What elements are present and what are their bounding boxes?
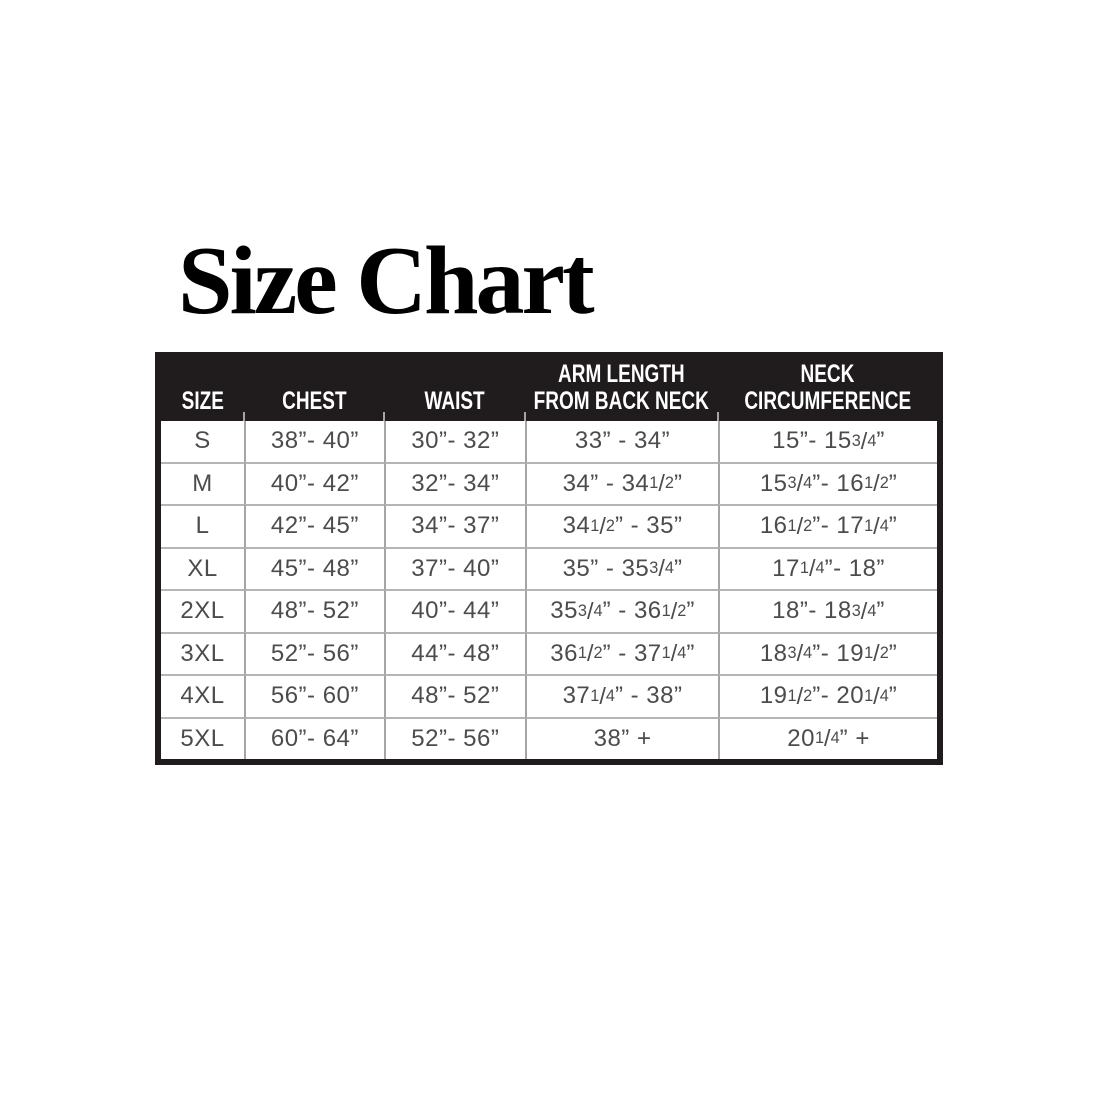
cell-neck-circumference: 17 1/4 ”- 18” [718, 546, 937, 589]
header-neck-line1: NECK [800, 360, 855, 388]
cell-arm-length: 34” - 34 1/2” [524, 461, 719, 504]
cell-waist: 52”- 56” [383, 716, 525, 759]
cell-size: 3XL [161, 631, 245, 675]
cell-chest: 38”- 40” [244, 421, 384, 462]
cell-neck-circumference: 18 3/4 ”- 19 1/2” [718, 631, 937, 674]
table-row: 5XL 60”- 64” 52”- 56” 38” +20 1/4” + [161, 716, 937, 760]
cell-waist: 48”- 52” [383, 674, 525, 717]
cell-size: S [194, 427, 211, 455]
cell-neck-circumference: 16 1/2 ”- 17 1/4” [718, 504, 937, 547]
cell-neck-circumference: 19 1/2 ”- 20 1/4” [718, 674, 937, 717]
table-row: 3XL 52”- 56” 44”- 48” 36 1/2” - 37 1/4” 18 3… [161, 631, 937, 675]
table-row: 2XL 48”- 52” 40”- 44” 35 3/4” - 36 1/2” 18”-… [161, 589, 937, 632]
cell-size: 5XL [161, 716, 245, 760]
cell-waist: 37”- 40” [383, 546, 525, 589]
header-waist: WAIST [382, 358, 525, 421]
cell-size: M [161, 461, 245, 505]
table-row: 4XL 56”- 60” 48”- 52” 37 1/4” - 38” 19 1/2 ”-… [161, 674, 937, 717]
header-arm-length: ARM LENGTH FROM BACK NECK [523, 358, 718, 421]
cell-waist: 40”- 44” [383, 589, 525, 632]
cell-arm-length: 38” + [524, 716, 719, 759]
cell-size: 2XL [161, 589, 245, 632]
header-neck-circumference: NECK CIRCUMFERENCE [717, 358, 937, 421]
cell-size: XL [161, 546, 245, 590]
cell-waist: 34”- 37” [383, 504, 525, 547]
cell-chest: 42”- 45” [244, 504, 384, 547]
cell-arm-length: 37 1/4” - 38” [524, 674, 719, 717]
cell-arm-length: 35” - 35 3/4” [524, 546, 719, 589]
cell-size: L [161, 504, 245, 547]
cell-size: 4XL [161, 674, 245, 717]
cell-chest: 56”- 60” [244, 674, 384, 717]
header-size-line1: SIZE [181, 386, 224, 415]
cell-arm-length: 35 3/4” - 36 1/2” [524, 589, 719, 632]
header-arm-length-line2: FROM BACK NECK [533, 386, 710, 415]
size-chart-table: SIZE CHEST WAIST ARM LENGTH FROM BACK NE… [155, 352, 943, 765]
cell-neck-circumference: 15”- 15 3/4” [718, 421, 937, 462]
table-row: S 38”- 40” 30”- 32” 33” - 34” 15”- 15 3/4” [161, 421, 937, 462]
cell-neck-circumference: 15 3/4 ”- 16 1/2” [718, 461, 937, 504]
header-waist-line1: WAIST [424, 386, 485, 415]
cell-chest: 40”- 42” [244, 461, 384, 504]
cell-waist: 30”- 32” [383, 421, 525, 462]
cell-chest: 52”- 56” [244, 631, 384, 674]
cell-neck-circumference: 20 1/4” + [718, 716, 937, 759]
table-row: L 42”- 45” 34”- 37” 34 1/2” - 35” 16 1/2 ”- 1… [161, 504, 937, 547]
cell-waist: 32”- 34” [383, 461, 525, 504]
table-header: SIZE CHEST WAIST ARM LENGTH FROM BACK NE… [161, 358, 937, 421]
header-size: SIZE [161, 358, 244, 421]
header-arm-length-line1: ARM LENGTH [558, 360, 685, 388]
table-body: S 38”- 40” 30”- 32” 33” - 34” 15”- 15 3/4” M 4… [161, 421, 937, 759]
header-chest-line1: CHEST [281, 386, 347, 415]
table-row: XL 45”- 48” 37”- 40” 35” - 35 3/4” 17 1/4 ”- … [161, 546, 937, 590]
cell-arm-length: 34 1/2” - 35” [524, 504, 719, 547]
table-row: M 40”- 42” 32”- 34” 34” - 34 1/2” 15 3/4 ”- 1… [161, 461, 937, 505]
cell-chest: 48”- 52” [244, 589, 384, 632]
cell-neck-circumference: 18”- 18 3/4” [718, 589, 937, 632]
cell-arm-length: 33” - 34” [524, 421, 718, 462]
cell-chest: 60”- 64” [244, 716, 384, 759]
page-title: Size Chart [178, 227, 595, 335]
cell-waist: 44”- 48” [383, 631, 525, 674]
header-chest: CHEST [243, 358, 384, 421]
cell-arm-length: 36 1/2” - 37 1/4” [524, 631, 719, 674]
cell-chest: 45”- 48” [244, 546, 384, 589]
header-neck-line2: CIRCUMFERENCE [744, 386, 911, 415]
